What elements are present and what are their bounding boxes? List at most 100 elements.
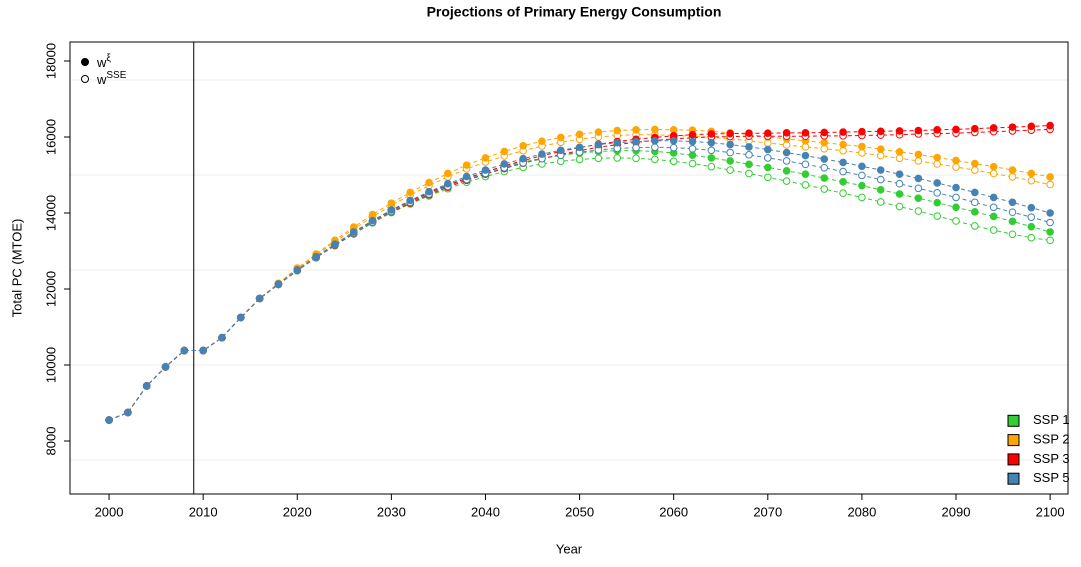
x-tick-label: 2030 bbox=[377, 504, 406, 519]
point-filled bbox=[782, 129, 791, 137]
point-filled bbox=[594, 140, 603, 149]
chart-title: Projections of Primary Energy Consumptio… bbox=[427, 4, 722, 20]
point-filled bbox=[274, 280, 283, 288]
y-tick-label: 10000 bbox=[43, 347, 58, 383]
point-filled bbox=[801, 129, 810, 137]
point-filled bbox=[538, 150, 546, 158]
point-filled bbox=[876, 166, 885, 174]
point-open bbox=[952, 193, 960, 202]
x-tick-label: 2040 bbox=[471, 504, 500, 519]
x-tick-label: 2090 bbox=[942, 504, 971, 519]
point-filled bbox=[444, 179, 452, 188]
point-filled bbox=[726, 140, 734, 149]
point-filled bbox=[575, 143, 584, 152]
point-filled bbox=[707, 154, 716, 162]
point-open bbox=[989, 203, 998, 212]
point-filled bbox=[1027, 122, 1036, 131]
point-filled bbox=[462, 161, 471, 169]
point-open bbox=[726, 148, 734, 157]
point-filled bbox=[462, 172, 471, 181]
point-filled bbox=[971, 188, 979, 197]
point-filled bbox=[764, 163, 772, 172]
point-filled bbox=[952, 183, 960, 192]
series-line bbox=[108, 157, 1051, 421]
point-open bbox=[820, 163, 829, 172]
legend-marker bbox=[81, 75, 89, 83]
point-filled bbox=[782, 148, 791, 157]
point-filled bbox=[895, 148, 904, 156]
series-line bbox=[108, 146, 1051, 421]
point-filled bbox=[124, 408, 132, 417]
point-filled bbox=[858, 181, 866, 190]
point-filled bbox=[989, 212, 998, 221]
point-open bbox=[651, 155, 659, 164]
y-tick-label: 8000 bbox=[43, 427, 58, 456]
point-filled bbox=[500, 147, 509, 156]
y-tick-label: 14000 bbox=[43, 195, 58, 231]
series-line bbox=[108, 134, 1051, 421]
point-filled bbox=[801, 170, 810, 179]
point-filled bbox=[1027, 222, 1036, 231]
point-filled bbox=[707, 130, 716, 138]
point-open bbox=[895, 202, 904, 211]
point-open bbox=[952, 217, 960, 225]
x-tick-label: 2060 bbox=[659, 504, 688, 519]
point-filled bbox=[688, 137, 697, 146]
point-filled bbox=[801, 151, 810, 160]
point-filled bbox=[971, 208, 979, 216]
point-open bbox=[1046, 180, 1054, 189]
point-filled bbox=[237, 313, 245, 322]
point-open bbox=[1008, 173, 1017, 181]
point-open bbox=[669, 157, 678, 166]
point-filled bbox=[519, 141, 527, 150]
point-open bbox=[764, 154, 772, 162]
point-filled bbox=[142, 382, 151, 390]
x-tick-label: 2080 bbox=[847, 504, 876, 519]
point-filled bbox=[218, 333, 226, 342]
point-filled bbox=[1008, 166, 1017, 174]
point-filled bbox=[989, 162, 998, 171]
point-open bbox=[1046, 218, 1054, 227]
point-filled bbox=[161, 363, 170, 371]
point-filled bbox=[331, 240, 339, 248]
point-open bbox=[1027, 213, 1036, 221]
point-open bbox=[745, 169, 753, 178]
point-filled bbox=[180, 346, 189, 355]
point-open bbox=[707, 162, 716, 171]
legend-label-main: w bbox=[96, 72, 107, 87]
point-open bbox=[632, 154, 640, 163]
point-filled bbox=[312, 252, 320, 261]
point-filled bbox=[406, 188, 414, 197]
point-filled bbox=[387, 206, 396, 214]
point-filled bbox=[293, 266, 302, 274]
point-filled bbox=[952, 125, 960, 134]
point-filled bbox=[255, 294, 264, 303]
point-filled bbox=[858, 127, 866, 136]
series-line bbox=[108, 128, 1051, 421]
point-filled bbox=[481, 154, 490, 162]
series-line bbox=[108, 140, 1051, 421]
point-filled bbox=[914, 126, 923, 135]
point-filled bbox=[387, 199, 396, 207]
point-filled bbox=[613, 138, 622, 147]
point-filled bbox=[556, 133, 565, 142]
point-open bbox=[594, 154, 603, 163]
point-filled bbox=[933, 125, 941, 134]
point-open bbox=[933, 212, 941, 220]
legend-swatch bbox=[1007, 472, 1020, 485]
point-filled bbox=[858, 162, 866, 171]
point-open bbox=[876, 198, 885, 206]
point-filled bbox=[952, 203, 960, 212]
point-open bbox=[1046, 236, 1054, 245]
point-open bbox=[914, 207, 923, 215]
point-filled bbox=[914, 150, 923, 159]
legend-label: SSP 2 bbox=[1033, 432, 1070, 447]
point-open bbox=[914, 184, 923, 193]
point-open bbox=[1027, 233, 1036, 242]
point-filled bbox=[745, 129, 753, 137]
point-open bbox=[914, 157, 923, 165]
point-open bbox=[971, 222, 979, 230]
point-open bbox=[971, 166, 979, 174]
